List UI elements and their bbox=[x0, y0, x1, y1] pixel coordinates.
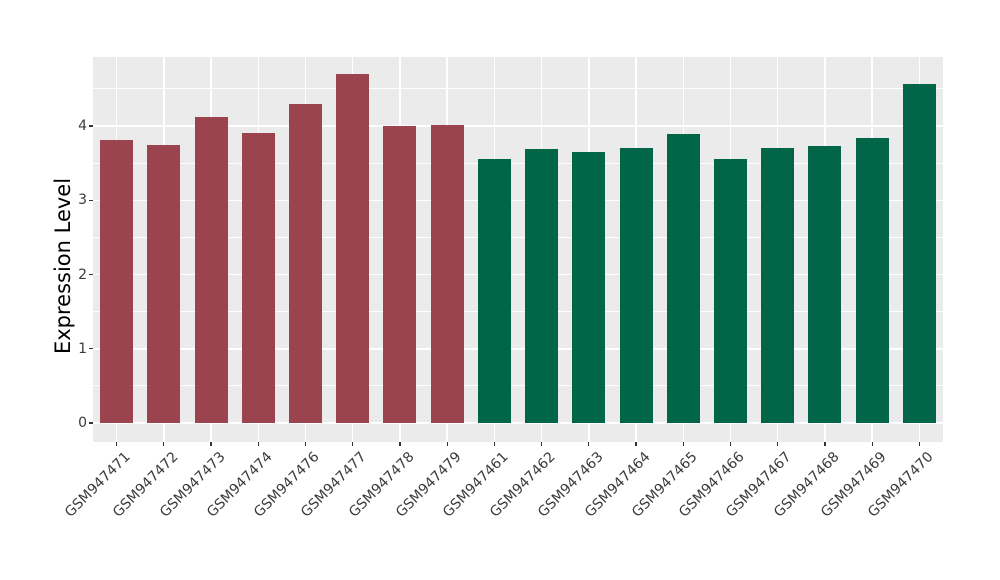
x-tick-mark bbox=[682, 442, 684, 446]
y-tick-mark bbox=[89, 422, 93, 424]
x-tick-mark bbox=[210, 442, 212, 446]
bar-GSM947461 bbox=[477, 159, 511, 423]
gridline-major-horizontal bbox=[93, 199, 943, 201]
gridline-major-horizontal bbox=[93, 273, 943, 276]
x-tick-mark bbox=[163, 442, 165, 446]
x-tick-mark bbox=[493, 442, 496, 446]
x-tick-mark bbox=[115, 442, 118, 446]
bar-GSM947464 bbox=[619, 148, 653, 423]
gridline-minor-horizontal bbox=[93, 311, 943, 313]
bar-GSM947468 bbox=[808, 146, 842, 423]
bar-GSM947467 bbox=[761, 147, 795, 423]
x-tick-mark bbox=[918, 442, 921, 446]
x-tick-mark bbox=[540, 442, 543, 446]
bar-GSM947469 bbox=[855, 137, 889, 423]
gridline-major-horizontal bbox=[93, 125, 943, 127]
bar-GSM947463 bbox=[572, 151, 606, 423]
gridline-major-horizontal bbox=[93, 422, 943, 424]
x-tick-mark bbox=[446, 442, 448, 446]
bar-GSM947465 bbox=[666, 134, 700, 423]
gridline-minor-horizontal bbox=[93, 236, 943, 238]
x-tick-mark bbox=[588, 442, 590, 446]
bar-GSM947473 bbox=[194, 117, 228, 423]
x-tick-mark bbox=[729, 442, 732, 446]
bar-GSM947476 bbox=[289, 104, 322, 423]
y-tick-label: 0 bbox=[78, 415, 87, 431]
gridline-minor-horizontal bbox=[93, 385, 943, 387]
x-tick-mark bbox=[399, 442, 401, 446]
bar-GSM947470 bbox=[902, 83, 936, 423]
x-tick-mark bbox=[824, 442, 826, 446]
bar-GSM947471 bbox=[100, 140, 134, 423]
chart-panel bbox=[93, 57, 943, 442]
y-tick-mark bbox=[89, 125, 93, 127]
x-tick-mark bbox=[871, 442, 873, 446]
y-tick-label: 2 bbox=[78, 266, 87, 283]
bar-GSM947478 bbox=[383, 126, 417, 423]
bar-GSM947466 bbox=[714, 158, 747, 423]
y-tick-mark bbox=[89, 348, 93, 350]
x-tick-mark bbox=[304, 442, 307, 446]
gridline-minor-horizontal bbox=[93, 162, 943, 164]
y-tick-mark bbox=[89, 199, 93, 201]
bar-GSM947479 bbox=[430, 124, 464, 423]
bar-GSM947462 bbox=[525, 149, 559, 423]
x-tick-mark bbox=[777, 442, 779, 446]
gridline-major-horizontal bbox=[93, 348, 943, 350]
bar-GSM947472 bbox=[147, 145, 181, 423]
bar-GSM947474 bbox=[241, 132, 275, 423]
bar-GSM947477 bbox=[336, 74, 370, 423]
y-tick-label: 1 bbox=[78, 340, 87, 357]
x-tick-mark bbox=[635, 442, 637, 446]
y-tick-label: 3 bbox=[78, 192, 87, 209]
y-tick-mark bbox=[89, 273, 93, 276]
x-tick-mark bbox=[352, 442, 354, 446]
gridline-minor-horizontal bbox=[93, 88, 943, 90]
y-tick-label: 4 bbox=[78, 118, 87, 134]
x-tick-mark bbox=[257, 442, 259, 446]
